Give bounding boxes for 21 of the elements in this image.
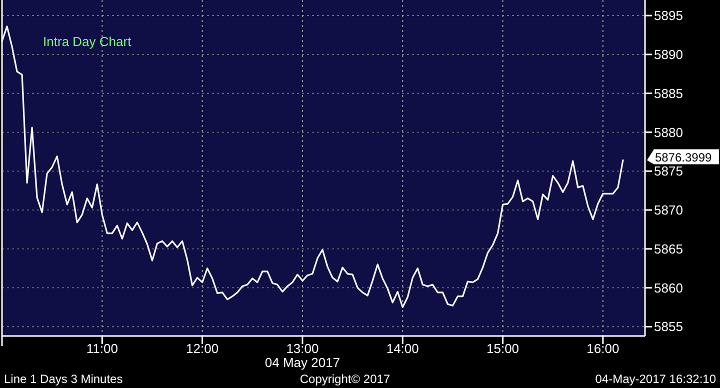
x-axis-title: 04 May 2017 <box>264 355 340 370</box>
y-tick-label: 5875 <box>654 164 683 179</box>
y-tick-label: 5865 <box>654 241 683 256</box>
y-tick-label: 5880 <box>654 124 683 140</box>
y-tick-label: 5895 <box>654 8 683 24</box>
x-tick-label: 13:00 <box>286 341 319 356</box>
y-tick-label: 5860 <box>654 280 683 296</box>
x-tick-label: 12:00 <box>186 341 219 356</box>
text: Intra Day Chart <box>43 34 132 49</box>
x-tick-label: 11:00 <box>86 341 118 356</box>
text: 04-May-2017 16:32:10 <box>595 372 716 386</box>
y-tick-label: 5890 <box>654 46 683 62</box>
text: Copyright© 2017 <box>300 372 390 386</box>
x-tick-label: 16:00 <box>586 341 620 356</box>
annotation: 5876.3999 <box>654 150 712 164</box>
y-tick-label: 5855 <box>654 319 683 334</box>
x-tick-label: 15:00 <box>486 341 520 356</box>
y-tick-label: 5870 <box>654 202 683 218</box>
x-tick-label: 14:00 <box>386 341 419 356</box>
text: Line 1 Days 3 Minutes <box>4 372 123 386</box>
y-tick-label: 5885 <box>654 86 683 101</box>
